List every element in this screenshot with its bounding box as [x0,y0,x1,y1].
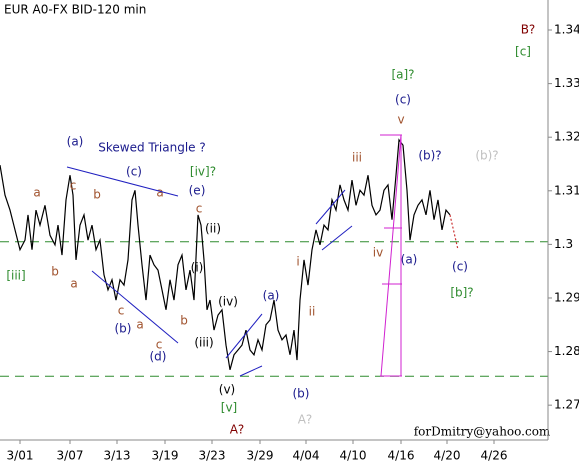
annotation: (a) [401,253,418,267]
annotation: c [70,179,77,193]
y-tick-label: 1.3 [554,237,573,251]
annotation: (c) [126,165,142,179]
annotation: Skewed Triangle ? [98,141,205,155]
annotation: b [180,314,188,328]
annotation: i [296,255,299,269]
annotation: iv [373,246,383,260]
annotation: (a) [67,135,84,149]
annotation: a [136,318,143,332]
ruler [380,134,402,377]
annotation: forDmitry@yahoo.com [414,425,551,439]
trend-line [225,313,263,359]
annotation: (i) [191,261,204,275]
annotation: (c) [395,93,411,107]
annotation: [a]? [391,68,414,82]
trend-line [315,189,346,225]
annotation: c [196,202,203,216]
annotation: a [156,186,163,200]
annotation: (iv) [218,295,238,309]
annotation: [iii] [6,269,25,283]
trend-line [321,225,353,251]
annotation: [c] [515,45,531,59]
trend-line [239,365,263,377]
y-tick-label: 1.31 [554,183,579,197]
annotation: a [33,186,40,200]
drawings [66,134,402,377]
y-tick-label: 1.33 [554,76,579,90]
y-tick-label: 1.28 [554,344,579,358]
y-tick-label: 1.32 [554,130,579,144]
annotation: (iii) [194,336,213,350]
annotation: v [397,113,404,127]
y-tick-label: 1.34 [554,23,579,37]
annotation: [b]? [450,286,473,300]
annotation: (b)? [418,149,441,163]
annotation: a [70,277,77,291]
price-line [0,138,451,370]
annotation: [iv]? [190,165,216,179]
annotation: c [156,338,163,352]
annotation: A? [230,423,245,437]
plot: 1.27 1.28 1.29 1.3 1.31 1.32 1.33 1.34 3/01 3/07 3… [0,23,579,462]
annotation: b [51,265,59,279]
annotation: (ii) [205,222,221,236]
annotation: [v] [221,401,237,415]
price-line [449,214,459,250]
x-tick-label: 3/01 [7,449,34,462]
chart-title: EUR A0-FX BID-120 min [4,3,146,17]
annotation: (v) [219,383,235,397]
triangle-upper [66,166,179,197]
annotation: (a) [263,289,280,303]
x-tick-label: 4/16 [388,449,415,462]
x-tick-label: 3/29 [247,449,274,462]
annotation: (b)? [475,149,498,163]
annotation: (d) [150,350,167,364]
annotation: b [93,188,101,202]
y-tick-label: 1.29 [554,290,579,304]
annotation: (c) [452,260,468,274]
x-tick-label: 4/20 [434,449,461,462]
y-tick-label: 1.27 [554,398,579,412]
annotation: A? [298,413,313,427]
x-tick-label: 3/23 [199,449,226,462]
annotation: iii [352,151,362,165]
x-tick-label: 4/26 [481,449,508,462]
annotation: (e) [189,184,206,198]
annotation: (b) [293,387,310,401]
x-tick-label: 4/04 [293,449,320,462]
annotation: ii [309,305,316,319]
annotation: c [118,304,125,318]
x-tick-label: 3/07 [57,449,84,462]
x-tick-label: 4/10 [340,449,367,462]
triangle-lower [91,270,179,344]
annotation: (b) [115,322,132,336]
annotation: B? [521,23,536,37]
x-tick-label: 3/19 [152,449,179,462]
x-tick-label: 3/13 [104,449,131,462]
